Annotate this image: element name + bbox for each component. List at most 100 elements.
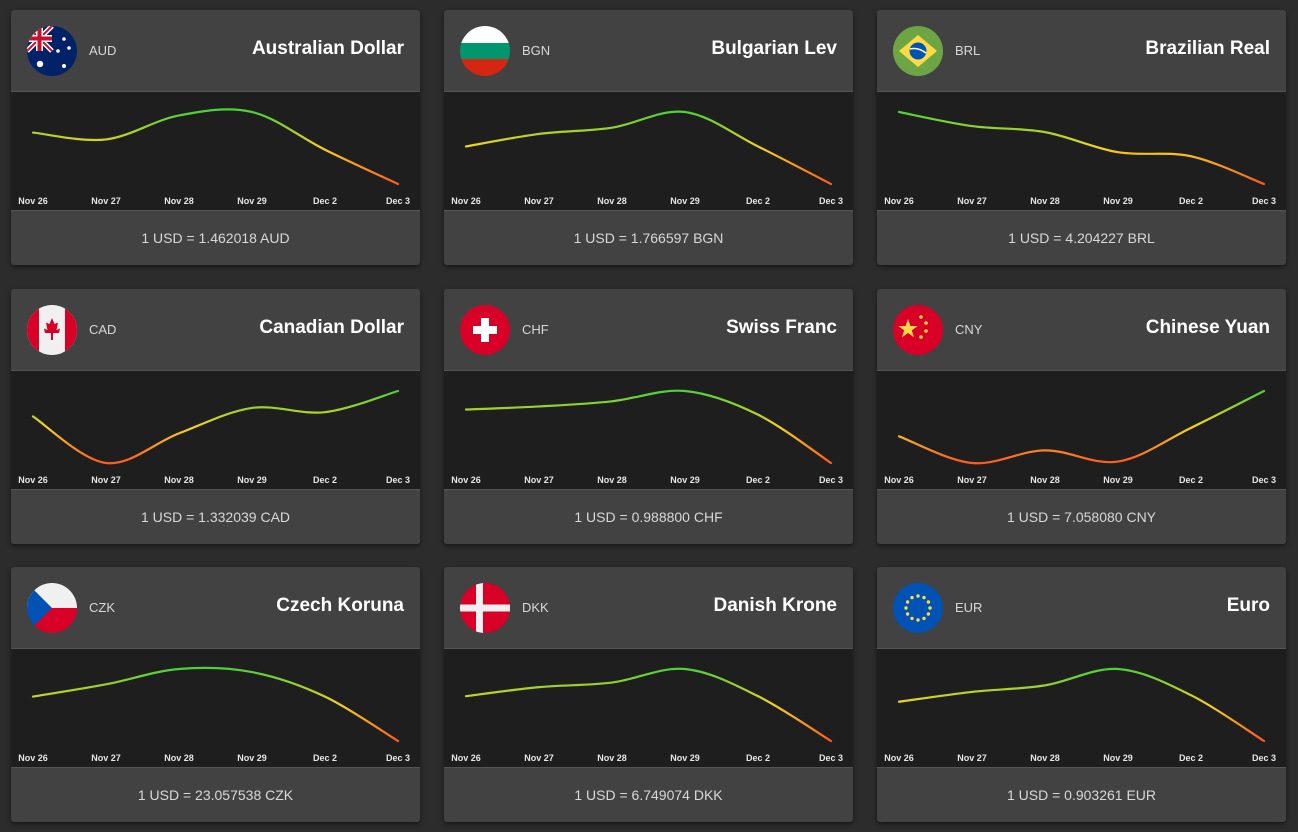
currency-code: CNY	[955, 322, 983, 337]
card-footer: 1 USD = 1.332039 CAD	[11, 489, 420, 544]
x-tick-label: Dec 3	[1252, 753, 1276, 763]
card-footer: 1 USD = 0.988800 CHF	[444, 489, 853, 544]
currency-code: CZK	[89, 600, 115, 615]
currency-name: Euro	[1226, 595, 1270, 616]
czech-flag-icon	[27, 583, 77, 633]
currency-code: DKK	[522, 600, 549, 615]
currency-code: BGN	[522, 43, 551, 58]
currency-card-aud[interactable]: AUD Australian Dollar Nov 26 Nov 27 Nov 28…	[11, 10, 420, 265]
trend-chart: Nov 26 Nov 27 Nov 28 Nov 29 Dec 2 Dec 3	[444, 649, 853, 767]
x-tick-label: Dec 2	[746, 196, 770, 206]
card-header: BRL Brazilian Real	[877, 10, 1286, 92]
exchange-rate: 1 USD = 23.057538 CZK	[137, 787, 294, 803]
switzerland-flag-icon	[460, 305, 510, 355]
x-tick-label: Nov 27	[524, 753, 554, 763]
currency-code: CHF	[522, 322, 549, 337]
currency-code: EUR	[955, 600, 983, 615]
currency-card-czk[interactable]: CZK Czech Koruna Nov 26 Nov 27 Nov 28 Nov 2…	[11, 567, 420, 822]
x-tick-label: Nov 29	[237, 196, 267, 206]
x-tick-label: Nov 28	[597, 196, 627, 206]
trend-line	[31, 108, 400, 186]
trend-chart-svg: Nov 26 Nov 27 Nov 28 Nov 29 Dec 2 Dec 3	[884, 667, 1276, 763]
exchange-rate: 1 USD = 1.462018 AUD	[141, 230, 290, 246]
currency-card-chf[interactable]: CHF Swiss Franc Nov 26 Nov 27 Nov 28 Nov 29…	[444, 289, 853, 544]
x-tick-label: Dec 3	[386, 196, 410, 206]
x-tick-label: Nov 28	[597, 475, 627, 485]
trend-chart-svg: Nov 26 Nov 27 Nov 28 Nov 29 Dec 2 Dec 3	[451, 389, 843, 485]
currency-name: Brazilian Real	[1145, 38, 1270, 59]
trend-chart-svg: Nov 26 Nov 27 Nov 28 Nov 29 Dec 2 Dec 3	[451, 667, 843, 763]
trend-chart-svg: Nov 26 Nov 27 Nov 28 Nov 29 Dec 2 Dec 3	[18, 389, 410, 485]
x-tick-label: Nov 26	[884, 196, 914, 206]
exchange-rate: 1 USD = 6.749074 DKK	[574, 787, 723, 803]
x-tick-label: Nov 27	[91, 196, 121, 206]
trend-chart-svg: Nov 26 Nov 27 Nov 28 Nov 29 Dec 2 Dec 3	[18, 666, 410, 763]
trend-chart: Nov 26 Nov 27 Nov 28 Nov 29 Dec 2 Dec 3	[877, 92, 1286, 210]
x-tick-label: Nov 28	[1030, 753, 1060, 763]
x-tick-label: Nov 28	[1030, 196, 1060, 206]
x-tick-label: Nov 27	[91, 753, 121, 763]
card-footer: 1 USD = 6.749074 DKK	[444, 767, 853, 822]
x-tick-label: Dec 3	[1252, 475, 1276, 485]
trend-line	[464, 389, 833, 465]
currency-card-bgn[interactable]: BGN Bulgarian Lev Nov 26 Nov 27 Nov 28 Nov …	[444, 10, 853, 265]
trend-chart-svg: Nov 26 Nov 27 Nov 28 Nov 29 Dec 2 Dec 3	[18, 108, 410, 206]
card-header: DKK Danish Krone	[444, 567, 853, 649]
x-tick-label: Dec 2	[1179, 196, 1203, 206]
exchange-rate: 1 USD = 1.332039 CAD	[140, 509, 291, 525]
x-tick-label: Nov 26	[18, 196, 48, 206]
x-tick-label: Nov 26	[18, 753, 48, 763]
card-header: CAD Canadian Dollar	[11, 289, 420, 371]
x-tick-label: Nov 28	[597, 753, 627, 763]
x-tick-label: Nov 29	[670, 753, 700, 763]
x-tick-label: Nov 26	[451, 475, 481, 485]
trend-line	[464, 110, 833, 186]
currency-name: Danish Krone	[713, 595, 837, 616]
x-tick-label: Dec 3	[819, 475, 843, 485]
brazil-flag-icon	[893, 26, 943, 76]
trend-line	[31, 389, 400, 465]
currency-card-cad[interactable]: CAD Canadian Dollar Nov 26 Nov 27 Nov 28 No…	[11, 289, 420, 544]
x-tick-label: Nov 28	[164, 475, 194, 485]
currency-name: Swiss Franc	[726, 317, 837, 338]
denmark-flag-icon	[460, 583, 510, 633]
card-header: CHF Swiss Franc	[444, 289, 853, 371]
currency-card-brl[interactable]: BRL Brazilian Real Nov 26 Nov 27 Nov 28 Nov…	[877, 10, 1286, 265]
x-tick-label: Nov 28	[164, 753, 194, 763]
trend-line	[897, 389, 1266, 465]
card-header: EUR Euro	[877, 567, 1286, 649]
x-tick-label: Nov 29	[670, 475, 700, 485]
x-tick-label: Dec 3	[386, 475, 410, 485]
x-tick-label: Nov 27	[524, 475, 554, 485]
card-header: CZK Czech Koruna	[11, 567, 420, 649]
x-tick-label: Nov 29	[237, 475, 267, 485]
currency-card-cny[interactable]: CNY Chinese Yuan Nov 26 Nov 27 Nov 28 Nov 2…	[877, 289, 1286, 544]
currency-name: Bulgarian Lev	[711, 38, 837, 59]
exchange-rate: 1 USD = 1.766597 BGN	[573, 230, 724, 246]
currency-code: BRL	[955, 43, 981, 58]
trend-chart: Nov 26 Nov 27 Nov 28 Nov 29 Dec 2 Dec 3	[11, 649, 420, 767]
x-tick-label: Dec 2	[313, 753, 337, 763]
trend-chart: Nov 26 Nov 27 Nov 28 Nov 29 Dec 2 Dec 3	[444, 371, 853, 489]
x-tick-label: Nov 26	[884, 753, 914, 763]
x-tick-label: Nov 27	[957, 475, 987, 485]
card-footer: 1 USD = 4.204227 BRL	[877, 210, 1286, 265]
currency-card-dkk[interactable]: DKK Danish Krone Nov 26 Nov 27 Nov 28 Nov 2…	[444, 567, 853, 822]
currency-code: AUD	[89, 43, 117, 58]
x-tick-label: Dec 2	[313, 196, 337, 206]
card-footer: 1 USD = 0.903261 EUR	[877, 767, 1286, 822]
x-tick-label: Nov 28	[164, 196, 194, 206]
trend-chart: Nov 26 Nov 27 Nov 28 Nov 29 Dec 2 Dec 3	[444, 92, 853, 210]
china-flag-icon	[893, 305, 943, 355]
card-header: BGN Bulgarian Lev	[444, 10, 853, 92]
x-tick-label: Dec 2	[1179, 475, 1203, 485]
eu-flag-icon	[893, 583, 943, 633]
card-header: AUD Australian Dollar	[11, 10, 420, 92]
currency-card-eur[interactable]: EUR Euro Nov 26 Nov 27 Nov 28 Nov 29 Dec 2 De…	[877, 567, 1286, 822]
canada-flag-icon	[27, 305, 77, 355]
exchange-rate: 1 USD = 7.058080 CNY	[1006, 509, 1157, 525]
x-tick-label: Nov 29	[1103, 475, 1133, 485]
x-tick-label: Dec 2	[313, 475, 337, 485]
x-tick-label: Dec 3	[1252, 196, 1276, 206]
x-tick-label: Dec 3	[819, 753, 843, 763]
